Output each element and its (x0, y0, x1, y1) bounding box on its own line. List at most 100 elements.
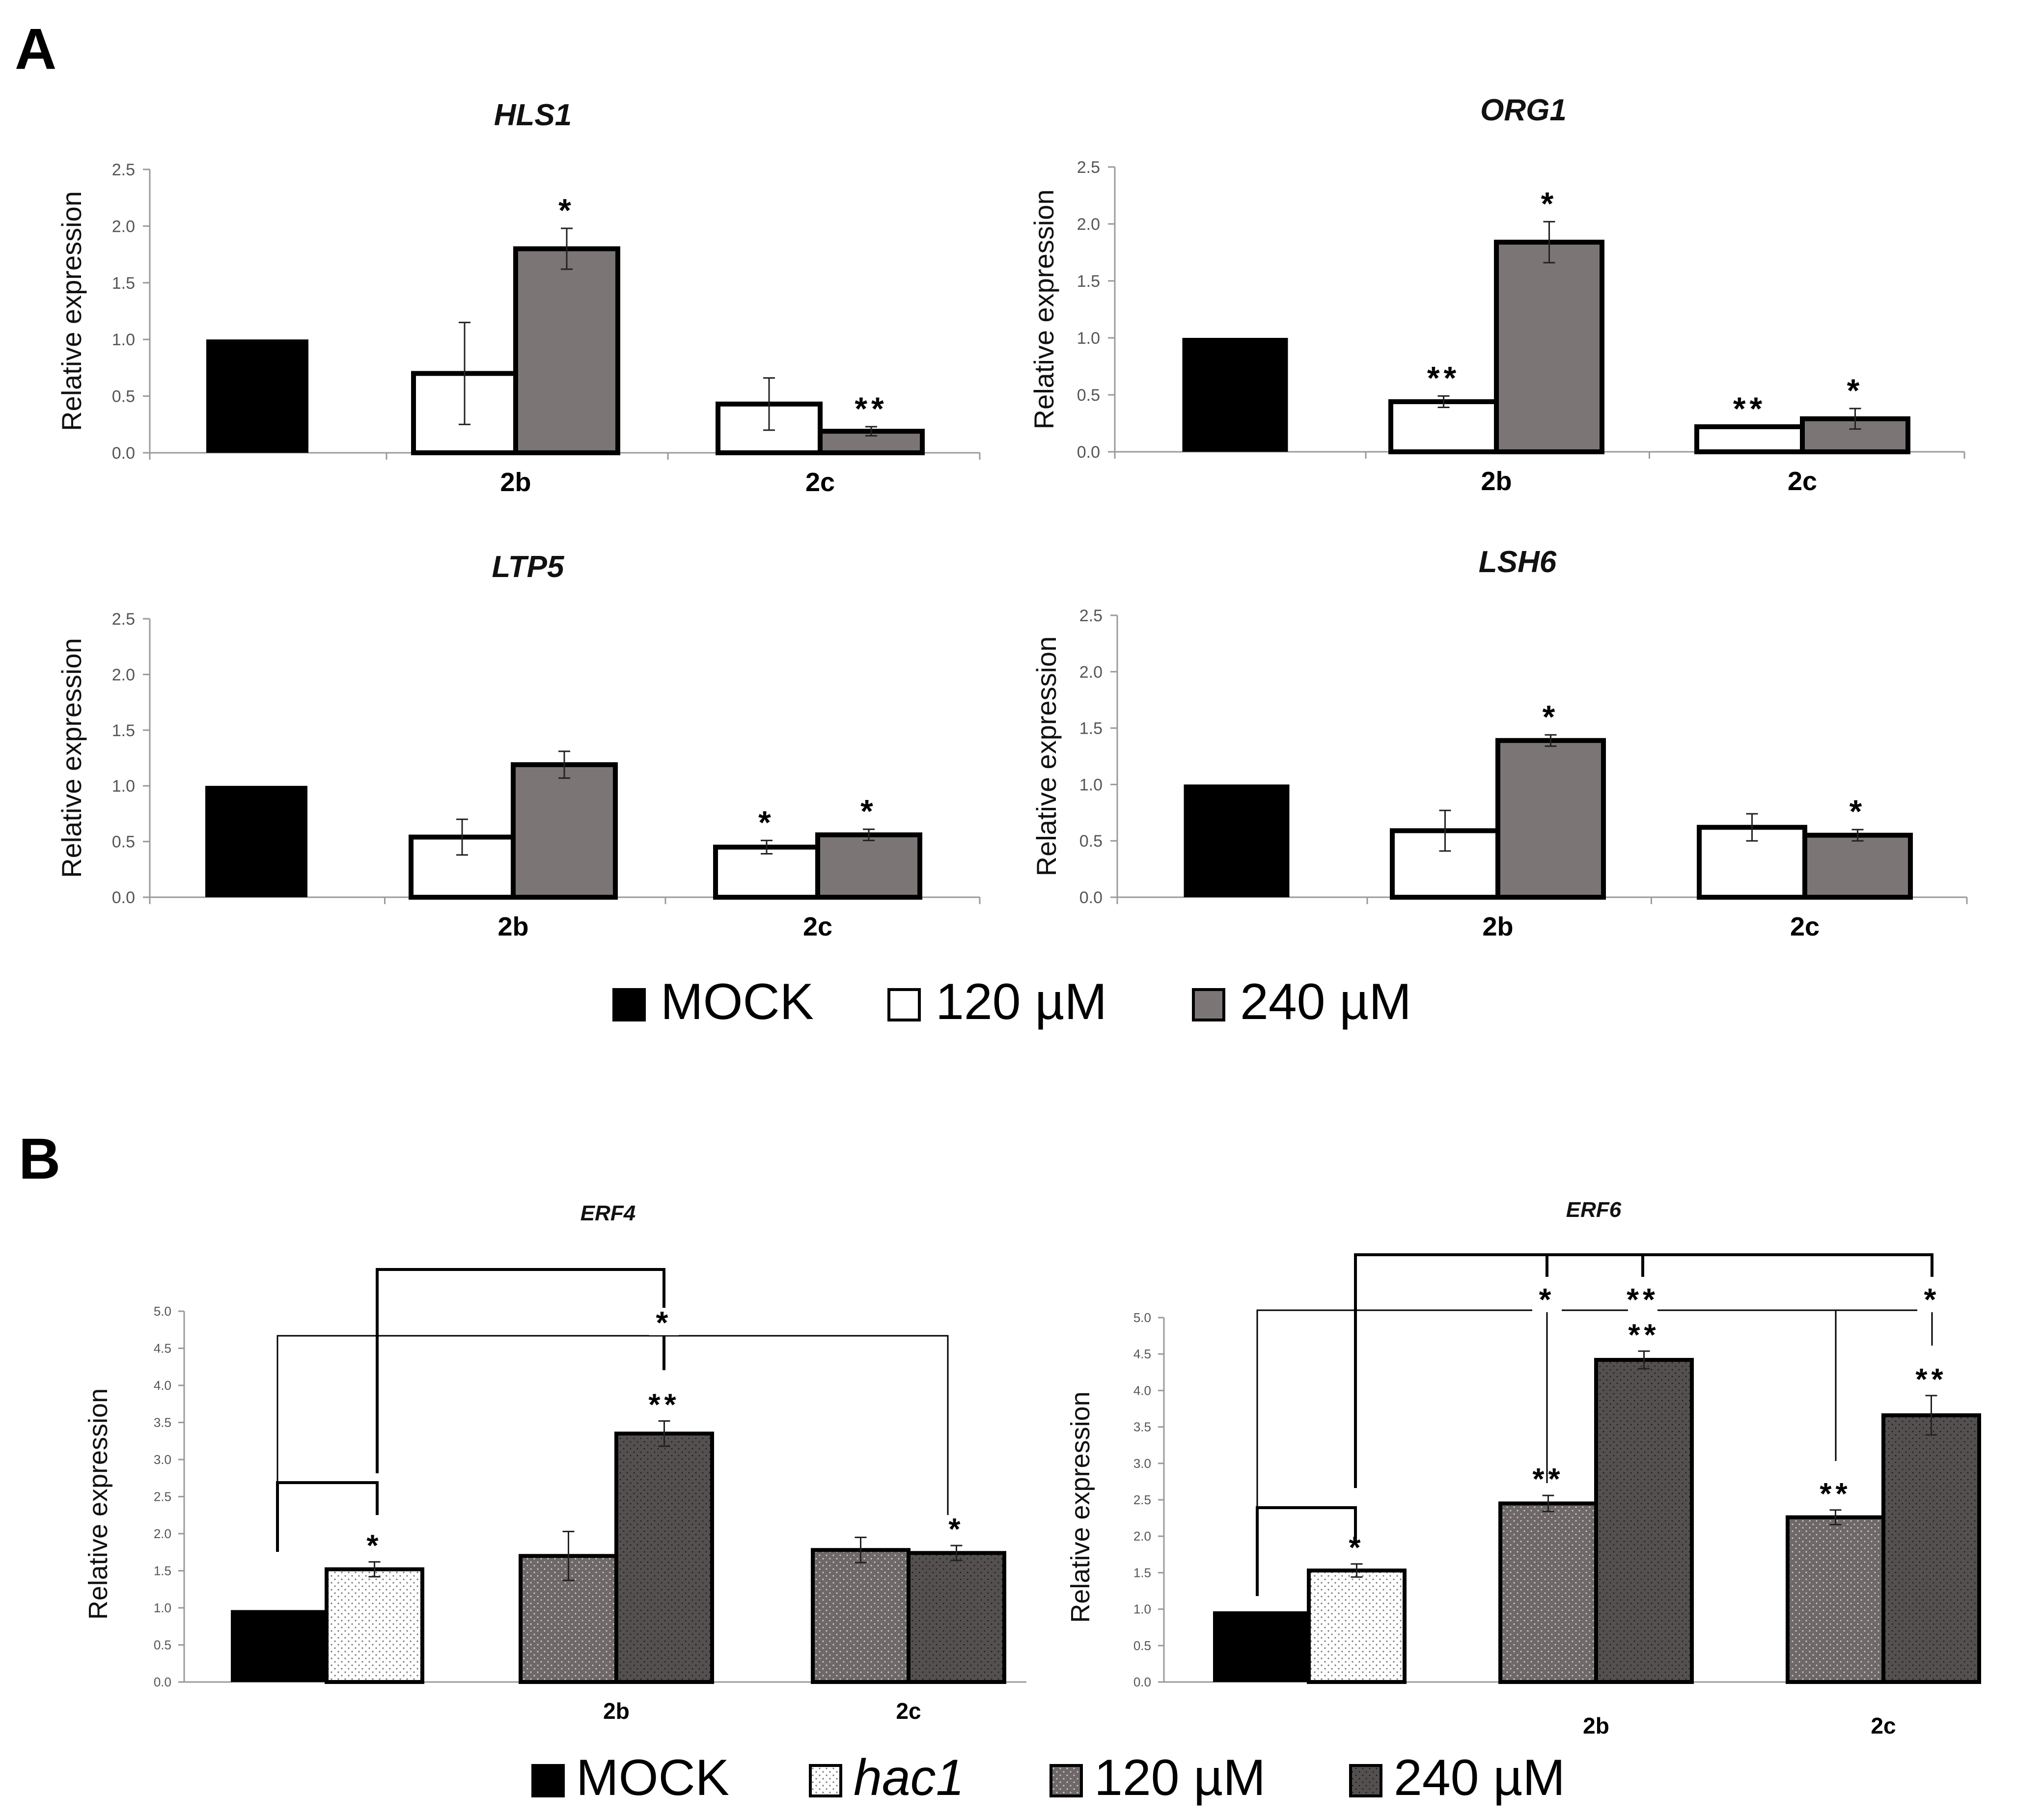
y-tick-label: 2.0 (112, 665, 135, 684)
bar-240m (614, 1432, 714, 1684)
significance-mark: * (948, 1513, 964, 1546)
y-tick-label: 2.5 (154, 1489, 171, 1504)
significance-mark: * (1541, 185, 1558, 221)
x-category-label: 2b (603, 1698, 630, 1724)
bar-120m (1786, 1515, 1885, 1684)
y-tick-label: 2.0 (1077, 215, 1100, 234)
y-tick-label: 0.0 (1133, 1675, 1151, 1689)
y-tick-label: 2.5 (112, 610, 135, 629)
significance-mark: ** (1733, 390, 1766, 427)
bar-mock (1184, 784, 1290, 897)
y-tick-label: 3.5 (1133, 1420, 1151, 1434)
significance-mark: ** (1532, 1462, 1564, 1496)
y-tick-label: 2.5 (1133, 1492, 1151, 1507)
chart-hls1: HLS1 0.0 0.5 1.0 1.5 2.0 2.5 Relative expressio… (56, 98, 981, 497)
legend-swatch-white (887, 988, 921, 1021)
x-category-label: 2b (1481, 467, 1512, 496)
significance-mark: ** (648, 1388, 680, 1422)
comparison-label: ** (1627, 1282, 1659, 1317)
significance-mark: * (1349, 1531, 1364, 1565)
panel-a-label: A (15, 17, 56, 82)
y-tick-label: 0.0 (1079, 888, 1103, 907)
y-tick-label: 1.0 (112, 331, 135, 349)
legend-b: MOCK hac1 120 µM 240 µM (531, 1749, 1565, 1806)
comparison-label-bg (1917, 1285, 1947, 1312)
x-category-label: 2c (803, 912, 832, 941)
legend-label: hac1 (854, 1749, 965, 1806)
significance-mark: ** (1820, 1477, 1851, 1511)
y-tick-label: 3.0 (1133, 1456, 1151, 1471)
y-axis-label: Relative expression (56, 191, 87, 431)
comparison-label: * (1539, 1282, 1555, 1317)
y-tick-label: 1.5 (1133, 1565, 1151, 1580)
bar-240um (1802, 832, 1913, 900)
chart-ltp5: LTP5 0.0 0.5 1.0 1.5 2.0 2.5 Relative expressio… (56, 550, 981, 941)
comparison-bracket (276, 1335, 949, 1552)
bar-mock (231, 1610, 327, 1682)
bar-120m (811, 1548, 911, 1684)
y-tick-label: 4.0 (1133, 1383, 1151, 1398)
y-tick-label: 4.5 (154, 1341, 171, 1356)
x-category-label: 2b (1482, 912, 1513, 941)
y-tick-label: 2.0 (1133, 1529, 1151, 1544)
significance-mark: * (758, 804, 775, 840)
significance-mark: * (1847, 372, 1864, 409)
y-axis-label: Relative expression (1031, 636, 1062, 877)
charts-layer: HLS1 0.0 0.5 1.0 1.5 2.0 2.5 Relative expressio… (56, 93, 1981, 1738)
bar-120um (713, 844, 820, 900)
chart-title: LTP5 (492, 550, 565, 584)
comparison-bracket (1256, 1309, 1933, 1596)
legend-swatch-dot240 (1349, 1764, 1382, 1797)
y-tick-label: 1.5 (112, 274, 135, 293)
y-axis-label: Relative expression (1028, 190, 1059, 430)
y-tick-label: 0.5 (112, 833, 135, 852)
x-category-label: 2b (497, 912, 528, 941)
bar-mock (1213, 1611, 1309, 1682)
significance-mark: ** (1427, 359, 1460, 396)
bar-240um (1495, 738, 1606, 900)
x-category-label: 2b (1583, 1713, 1609, 1738)
y-axis-label: Relative expression (1066, 1391, 1095, 1623)
comparison-bracket (276, 1481, 379, 1552)
y-tick-label: 2.0 (154, 1526, 171, 1541)
y-tick-label: 0.5 (1077, 386, 1100, 405)
x-category-label: 2c (1871, 1713, 1896, 1738)
y-tick-label: 0.5 (112, 387, 135, 406)
legend-label: 120 µM (936, 973, 1107, 1030)
chart-title: HLS1 (494, 98, 572, 132)
bar-120m (1498, 1501, 1598, 1684)
y-tick-label: 1.0 (1079, 775, 1103, 794)
y-tick-label: 0.5 (1133, 1638, 1151, 1653)
y-axis-label: Relative expression (83, 1388, 113, 1620)
legend-swatch-gray (1192, 988, 1225, 1021)
y-tick-label: 1.5 (1077, 272, 1100, 291)
significance-mark: * (558, 192, 575, 228)
y-tick-label: 3.0 (154, 1452, 171, 1467)
comparison-label-bg (649, 1308, 679, 1335)
x-category-label: 2c (1790, 912, 1820, 941)
chart-erf4: ERF4 0.0 0.5 1.0 1.5 2.0 2.5 3.0 3.5 4.0 4.5 5.0 Rel… (83, 1201, 1026, 1724)
y-tick-label: 0.0 (112, 888, 135, 907)
y-tick-label: 1.5 (112, 721, 135, 740)
y-tick-label: 0.0 (112, 444, 135, 463)
y-tick-label: 1.5 (154, 1564, 171, 1578)
x-category-label: 2b (500, 468, 531, 497)
chart-title: ERF4 (580, 1201, 635, 1225)
y-tick-label: 1.0 (112, 777, 135, 796)
significance-mark: ** (1915, 1363, 1947, 1397)
legend-swatch-dot120 (1049, 1764, 1083, 1797)
y-tick-label: 0.0 (1077, 443, 1100, 462)
chart-title: ORG1 (1480, 93, 1567, 127)
chart-title: ERF6 (1566, 1198, 1622, 1222)
significance-mark: * (860, 793, 877, 829)
x-category-label: 2c (1788, 467, 1817, 496)
y-tick-label: 2.5 (1079, 607, 1103, 625)
x-category-label: 2c (896, 1698, 921, 1724)
bar-120um (1388, 399, 1499, 454)
bar-240um (1494, 240, 1604, 454)
y-tick-label: 0.5 (1079, 832, 1103, 851)
y-tick-label: 5.0 (1133, 1310, 1151, 1325)
y-axis-label: Relative expression (56, 638, 87, 878)
legend-label: MOCK (661, 973, 814, 1030)
